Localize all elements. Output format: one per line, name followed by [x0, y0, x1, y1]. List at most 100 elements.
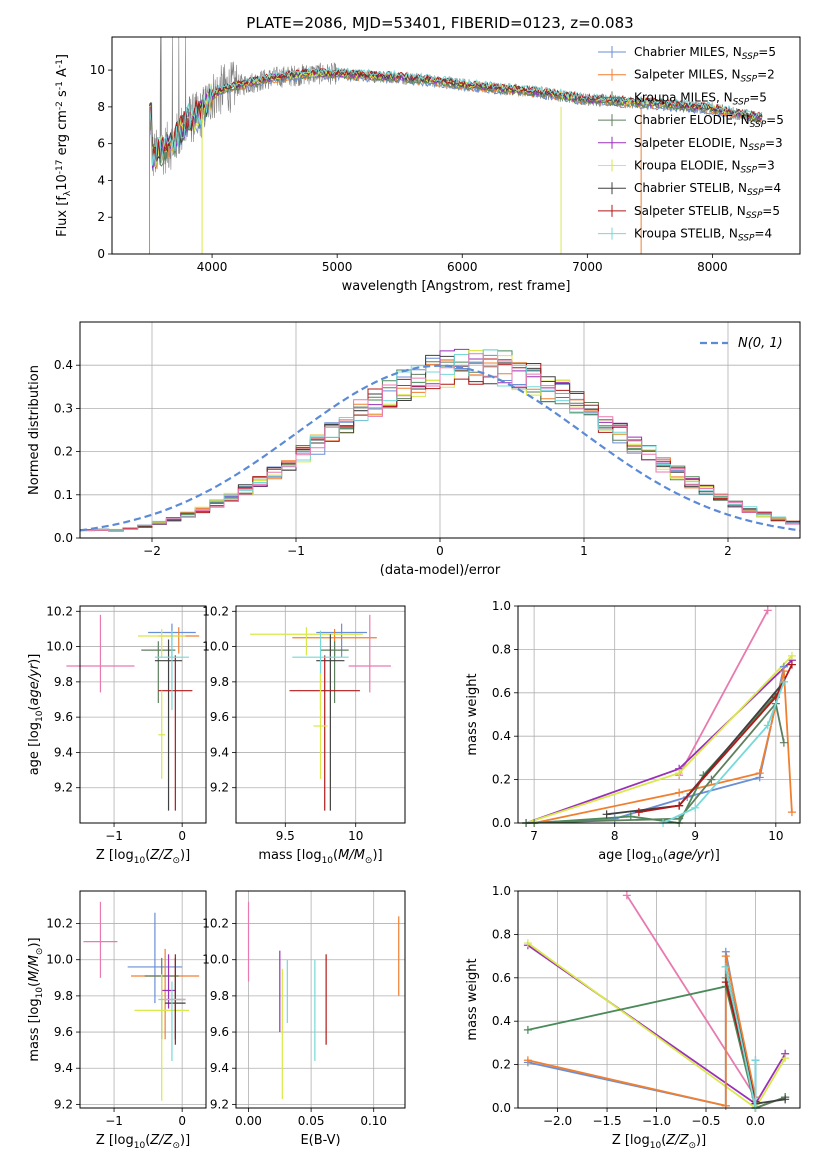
spectrum-panel: 4000 5000 6000 7000 8000 0 2 4 6 8 10 wavelength [A…	[55, 36, 801, 294]
mass_vs_ebv-ytick-label: 10.2	[202, 917, 229, 931]
weight_vs_Z-series-4	[527, 955, 757, 1107]
weight_vs_age-frame	[517, 605, 801, 824]
legend-label-0: Chabrier MILES, NSSP=5	[634, 45, 776, 62]
mass_vs_ebv-ytick-label: 9.4	[210, 1061, 229, 1075]
weight_vs_Z-point-9-0	[721, 962, 730, 971]
age_vs_Z-xlabel: Z [log10(Z/Z⊙)]	[96, 848, 190, 866]
weight_vs_Z-ylabel: mass weight	[465, 958, 480, 1040]
spectrum-xtick-label: 4000	[197, 260, 228, 274]
spectrum-xtick-label: 5000	[322, 260, 353, 274]
weight_vs_age-point-4-2	[755, 769, 764, 778]
weight_vs_Z-panel: −2.0 −1.5 −1.0 −0.5 0.0 0.0 0.2 0.4 0.6 0.8 1.0 Z […	[465, 884, 801, 1151]
spectrum-xlabel: wavelength [Angstrom, rest frame]	[342, 279, 571, 294]
age_vs_mass-ytick-label: 9.4	[210, 745, 229, 759]
weight_vs_age-xtick-label: 7	[530, 829, 538, 843]
mass_vs_ebv-ytick-label: 10.0	[202, 953, 229, 967]
mass_vs_Z-ytick-label: 9.6	[54, 1025, 73, 1039]
mass_vs_Z-ylabel: mass [log10(M/M⊙)]	[27, 937, 45, 1061]
spectrum-ylabel: Flux [fλ10-17 erg cm-2 s-1 A-1]	[55, 54, 73, 237]
mass_vs_ebv-plot-area	[247, 901, 400, 1099]
weight_vs_age-point-8-0	[634, 808, 643, 817]
mass_vs_Z-ytick-label: 10.0	[46, 953, 73, 967]
mass_vs_ebv-xlabel: E(B-V)	[300, 1133, 340, 1148]
residuals-ytick-label: 0.0	[54, 531, 73, 545]
residuals-ytick-label: 0.2	[54, 445, 73, 459]
residuals-xtick-label: 0	[436, 544, 444, 558]
mass_vs_ebv-ytick-label: 9.2	[210, 1097, 229, 1111]
legend-label-5: Kroupa ELODIE, NSSP=3	[634, 159, 775, 176]
residuals-xtick-label: −1	[287, 544, 305, 558]
weight_vs_Z-point-4-1	[721, 1101, 730, 1110]
legend-label-4: Salpeter ELODIE, NSSP=3	[634, 136, 783, 153]
weight_vs_age-ytick-label: 0.4	[492, 729, 511, 743]
weight_vs_age-point-9-2	[763, 721, 772, 730]
mass_vs_Z-plot-area	[83, 901, 200, 1101]
age_vs_mass-ytick-label: 10.2	[202, 604, 229, 618]
residuals-panel: −2 −1 0 1 2 0.0 0.1 0.2 0.3 0.4 (data-model)/error…	[27, 321, 801, 578]
age_vs_Z-frame	[79, 605, 207, 824]
weight_vs_Z-series-0	[626, 894, 757, 1098]
residuals-ytick-label: 0.4	[54, 358, 73, 372]
weight_vs_age-point-9-1	[691, 803, 700, 812]
mass_vs_ebv-xtick-label: 0.05	[298, 1114, 325, 1128]
figure-title: PLATE=2086, MJD=53401, FIBERID=0123, z=0…	[246, 14, 633, 32]
age_vs_Z-ytick-label: 9.2	[54, 781, 73, 795]
legend-label-8: Kroupa STELIB, NSSP=4	[634, 227, 772, 244]
spectrum-frame	[111, 36, 801, 255]
age_vs_Z-ylabel: age [log10(age/yr)]	[27, 654, 45, 776]
weight_vs_age-series-0	[678, 609, 769, 776]
weight_vs_age-point-2-2	[787, 651, 796, 660]
weight_vs_age-xtick-label: 10	[768, 829, 783, 843]
mass_vs_ebv-frame	[235, 890, 406, 1109]
weight_vs_age-series-4	[533, 670, 793, 824]
spectrum-model-1	[149, 71, 763, 170]
weight_vs_age-plot-area	[522, 606, 796, 827]
weight_vs_age-point-4-4	[787, 808, 796, 817]
weight_vs_age-point-4-1	[675, 788, 684, 797]
spectrum-xtick-label: 6000	[447, 260, 478, 274]
age_vs_mass-ytick-label: 9.8	[210, 675, 229, 689]
residuals-ytick-label: 0.1	[54, 488, 73, 502]
weight_vs_Z-ytick-label: 0.8	[492, 927, 511, 941]
normal-curve	[79, 364, 801, 532]
residuals-plot-area	[79, 348, 801, 532]
age_vs_mass-ytick-label: 9.2	[210, 781, 229, 795]
weight_vs_Z-point-4-0	[523, 1056, 532, 1065]
spectrum-model-2	[149, 70, 763, 169]
spectrum-ytick-label: 8	[97, 100, 105, 114]
legend-label-2: Kroupa MILES, NSSP=5	[634, 90, 767, 107]
weight_vs_Z-ytick-label: 0.6	[492, 971, 511, 985]
age_vs_mass-ytick-label: 9.6	[210, 710, 229, 724]
weight_vs_Z-xtick-label: 0.0	[746, 1114, 765, 1128]
mass_vs_Z-panel: −1 0 9.2 9.4 9.6 9.8 10.0 10.2 Z [log10(Z/Z⊙)] ma…	[27, 890, 207, 1151]
legend-normal-label: N(0, 1)	[738, 336, 783, 351]
mass_vs_Z-xlabel: Z [log10(Z/Z⊙)]	[96, 1133, 190, 1151]
weight_vs_Z-xlabel: Z [log10(Z/Z⊙)]	[612, 1133, 706, 1151]
mass_vs_ebv-ytick-label: 9.6	[210, 1025, 229, 1039]
weight_vs_age-point-4-3	[779, 667, 788, 676]
weight_vs_age-ylabel: mass weight	[465, 673, 480, 755]
weight_vs_age-point-2-1	[675, 769, 684, 778]
residuals-xtick-label: −2	[143, 544, 161, 558]
weight_vs_age-point-6-4	[779, 738, 788, 747]
weight_vs_Z-ytick-label: 0.4	[492, 1014, 511, 1028]
weight_vs_age-ytick-label: 0.0	[492, 816, 511, 830]
age_vs_Z-ytick-label: 9.4	[54, 745, 73, 759]
age_vs_Z-ytick-label: 10.0	[46, 640, 73, 654]
spectrum-xtick-label: 7000	[572, 260, 603, 274]
age_vs_Z-xtick-label: −1	[105, 829, 123, 843]
mass_vs_Z-ytick-label: 10.2	[46, 917, 73, 931]
weight_vs_Z-xtick-label: −1.0	[642, 1114, 671, 1128]
age_vs_Z-xtick-label: 0	[178, 829, 186, 843]
weight_vs_age-xtick-label: 9	[691, 829, 699, 843]
weight_vs_Z-series-3	[527, 951, 757, 1109]
weight_vs_age-point-5-1	[626, 812, 635, 821]
spectrum-xtick-label: 8000	[697, 260, 728, 274]
weight_vs_age-series-1	[525, 659, 793, 824]
weight_vs_age-panel: 7 8 9 10 0.0 0.2 0.4 0.6 0.8 1.0 age [log10(age/yr…	[465, 599, 801, 866]
age_vs_mass-xtick-label: 10	[348, 829, 363, 843]
weight_vs_age-ytick-label: 0.6	[492, 686, 511, 700]
weight_vs_Z-ytick-label: 1.0	[492, 884, 511, 898]
age_vs_mass-xlabel: mass [log10(M/M⊙)]	[258, 848, 382, 866]
